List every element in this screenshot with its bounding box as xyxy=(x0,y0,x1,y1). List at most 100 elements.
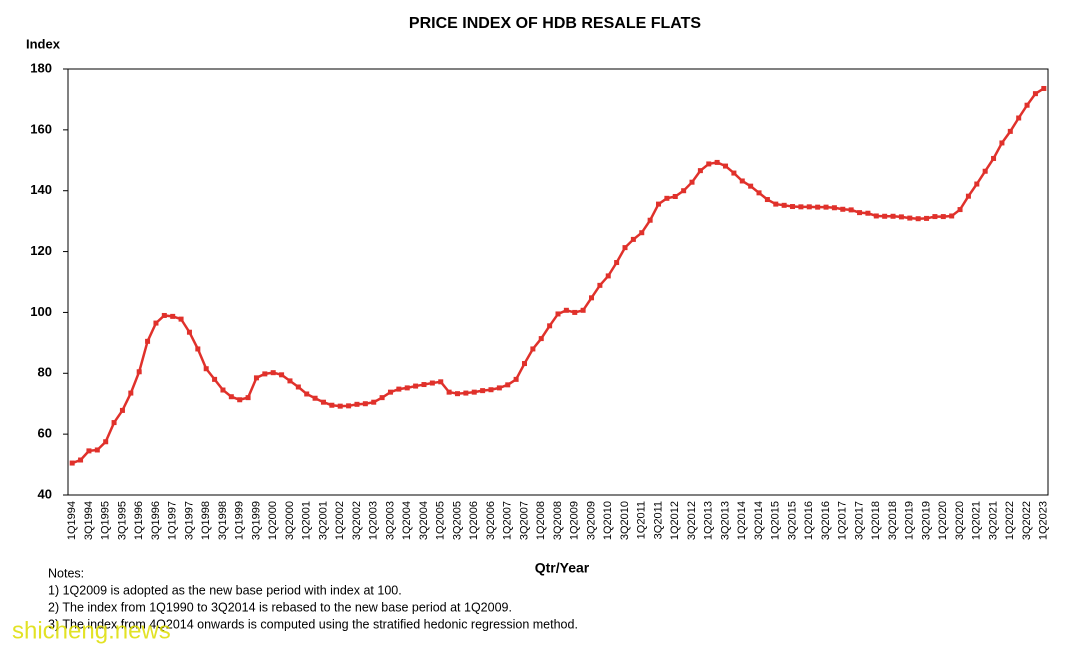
marker xyxy=(848,207,854,213)
marker xyxy=(563,307,569,313)
marker xyxy=(488,387,494,393)
marker xyxy=(898,214,904,220)
marker xyxy=(597,282,603,288)
x-tick-label: 3Q2012 xyxy=(686,501,698,540)
marker xyxy=(413,383,419,389)
marker xyxy=(279,372,285,378)
x-tick-label: 1Q1995 xyxy=(100,501,112,540)
x-tick-label: 1Q1997 xyxy=(167,501,179,540)
x-tick-label: 3Q2022 xyxy=(1021,501,1033,540)
plot-frame xyxy=(67,68,1049,496)
x-tick-label: 3Q2000 xyxy=(284,501,296,540)
chart-title: PRICE INDEX OF HDB RESALE FLATS xyxy=(409,15,701,32)
marker xyxy=(924,215,930,221)
marker xyxy=(773,201,779,207)
marker xyxy=(790,204,796,210)
marker xyxy=(940,214,946,220)
marker xyxy=(706,161,712,167)
marker xyxy=(287,378,293,384)
marker xyxy=(103,439,109,445)
marker xyxy=(203,366,209,372)
x-tick-label: 1Q2016 xyxy=(803,501,815,540)
marker xyxy=(178,316,184,322)
marker xyxy=(521,361,527,367)
marker xyxy=(831,205,837,211)
marker xyxy=(697,168,703,174)
note: 2) The index from 1Q1990 to 3Q2014 is re… xyxy=(48,600,512,614)
marker xyxy=(890,213,896,219)
x-tick-label: 3Q1999 xyxy=(250,501,262,540)
marker xyxy=(396,386,402,392)
marker xyxy=(723,163,729,169)
marker xyxy=(145,338,151,344)
x-tick-label: 3Q2017 xyxy=(853,501,865,540)
x-tick-label: 3Q2016 xyxy=(820,501,832,540)
marker xyxy=(647,217,653,223)
marker xyxy=(555,311,561,317)
marker xyxy=(656,201,662,207)
x-tick-label: 1Q2009 xyxy=(569,501,581,540)
marker xyxy=(429,380,435,386)
x-tick-label: 1Q2002 xyxy=(334,501,346,540)
note: 3) The index from 4Q2014 onwards is comp… xyxy=(48,617,578,631)
marker xyxy=(438,379,444,385)
marker xyxy=(220,387,226,393)
marker xyxy=(815,204,821,210)
x-tick-label: 1Q2007 xyxy=(502,501,514,540)
marker xyxy=(689,179,695,185)
x-tick-label: 1Q2019 xyxy=(904,501,916,540)
x-axis-label: Qtr/Year xyxy=(535,560,590,576)
note: Notes: xyxy=(48,566,84,580)
y-tick-label: 180 xyxy=(30,60,52,75)
marker xyxy=(840,206,846,212)
x-tick-label: 1Q2020 xyxy=(937,501,949,540)
x-tick-label: 3Q2007 xyxy=(518,501,530,540)
line xyxy=(71,87,1045,465)
marker xyxy=(580,307,586,313)
marker xyxy=(346,403,352,409)
marker xyxy=(756,190,762,196)
marker xyxy=(128,390,134,396)
marker xyxy=(798,204,804,210)
marker xyxy=(739,178,745,184)
x-tick-label: 1Q2008 xyxy=(535,501,547,540)
marker xyxy=(161,312,167,318)
marker xyxy=(480,388,486,394)
x-tick-label: 1Q2010 xyxy=(602,501,614,540)
x-tick-label: 3Q2001 xyxy=(317,501,329,540)
x-tick-label: 3Q2005 xyxy=(451,501,463,540)
marker xyxy=(320,399,326,405)
marker xyxy=(463,390,469,396)
marker xyxy=(354,401,360,407)
marker xyxy=(915,216,921,222)
x-tick-label: 1Q2001 xyxy=(301,501,313,540)
marker xyxy=(731,170,737,176)
x-tick-label: 3Q2014 xyxy=(753,501,765,540)
x-tick-label: 3Q1994 xyxy=(83,501,95,540)
marker xyxy=(714,159,720,165)
marker xyxy=(513,376,519,382)
x-tick-label: 3Q1996 xyxy=(150,501,162,540)
y-tick-label: 120 xyxy=(30,243,52,258)
x-tick-label: 1Q2023 xyxy=(1038,501,1050,540)
marker xyxy=(806,204,812,210)
marker xyxy=(1016,115,1022,121)
x-tick-label: 1Q2012 xyxy=(669,501,681,540)
x-tick-label: 3Q2006 xyxy=(485,501,497,540)
marker xyxy=(672,193,678,199)
marker xyxy=(228,394,234,400)
x-tick-label: 1Q1994 xyxy=(66,501,78,540)
marker xyxy=(421,382,427,388)
marker xyxy=(362,401,368,407)
marker xyxy=(630,236,636,242)
marker xyxy=(69,460,75,466)
x-tick-label: 1Q2003 xyxy=(368,501,380,540)
watermark: shicheng.news xyxy=(12,617,171,644)
marker xyxy=(857,210,863,216)
x-tick-label: 1Q2005 xyxy=(435,501,447,540)
x-tick-label: 3Q2002 xyxy=(351,501,363,540)
marker xyxy=(136,369,142,375)
marker xyxy=(589,295,595,301)
y-tick-label: 80 xyxy=(38,365,52,380)
